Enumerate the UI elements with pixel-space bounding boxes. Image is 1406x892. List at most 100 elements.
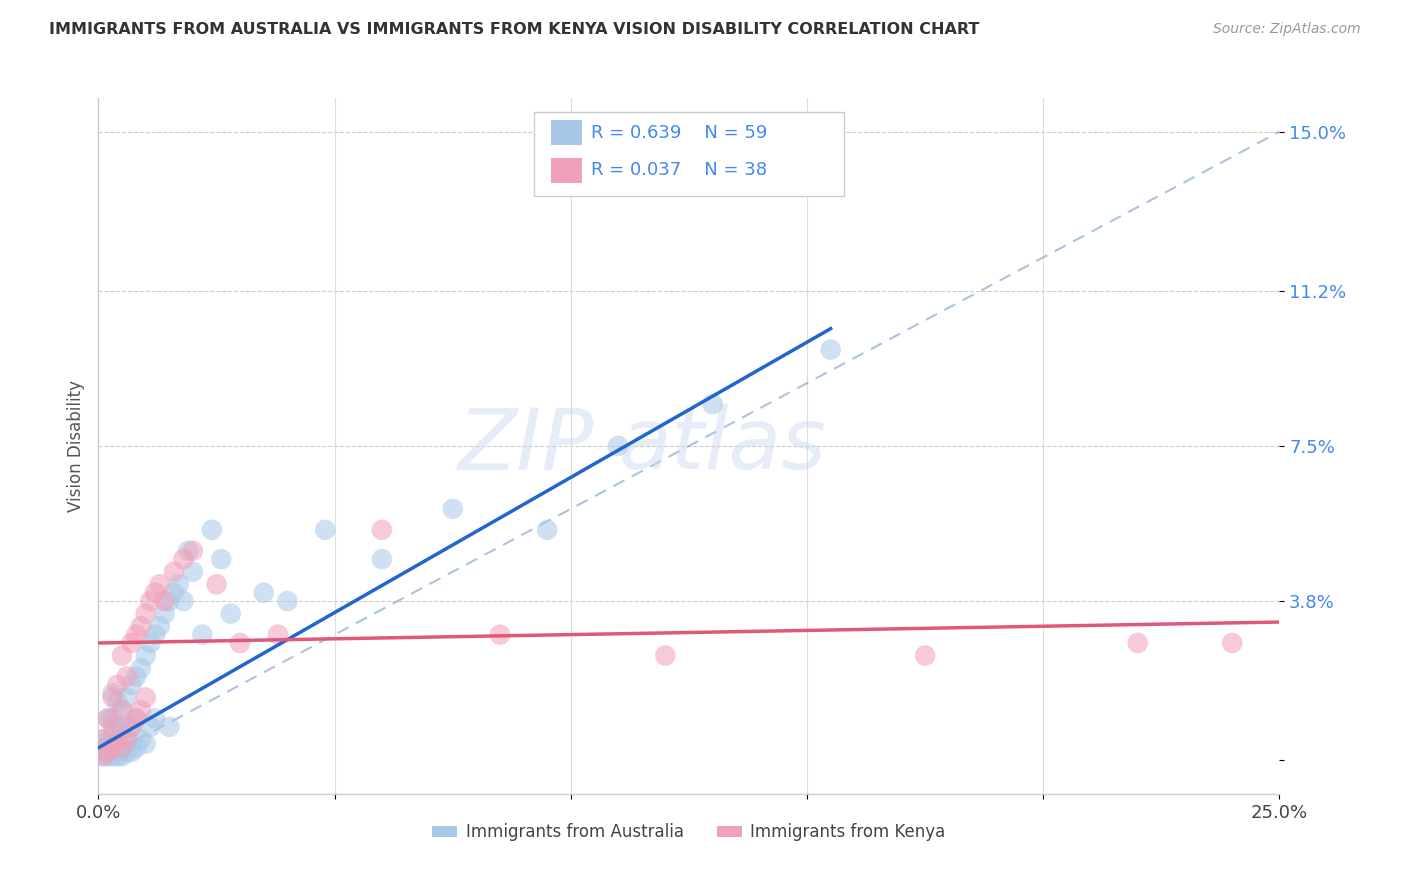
Point [101,728,124,742]
Point [1220,636,1243,650]
Point [91,740,114,755]
Point [91,732,114,747]
Point [229,636,252,650]
Point [607,439,630,453]
Point [105,749,128,764]
Point [101,686,124,700]
Text: R = 0.639    N = 59: R = 0.639 N = 59 [591,124,766,142]
Point [121,678,143,692]
Point [205,577,228,591]
Point [149,577,172,591]
Point [115,690,138,705]
Legend: Immigrants from Australia, Immigrants from Kenya: Immigrants from Australia, Immigrants fr… [426,817,952,848]
Point [441,501,464,516]
Point [115,732,138,747]
Point [115,732,138,747]
Point [97,711,120,725]
Point [219,607,242,621]
Point [97,737,120,751]
Point [253,585,276,599]
Point [135,690,157,705]
Point [181,565,204,579]
Point [125,711,148,725]
Point [167,577,190,591]
Point [157,594,180,608]
Point [105,720,128,734]
Point [267,627,290,641]
Point [489,627,512,641]
Point [111,749,134,764]
Point [105,737,128,751]
Point [177,543,200,558]
Point [121,720,143,734]
Text: Source: ZipAtlas.com: Source: ZipAtlas.com [1213,22,1361,37]
Point [181,543,204,558]
Point [139,720,162,734]
Point [157,720,180,734]
Point [371,552,394,566]
Point [276,594,298,608]
Point [139,594,162,608]
Point [97,749,120,764]
Point [536,523,558,537]
Point [121,720,143,734]
Point [101,711,124,725]
Text: atlas: atlas [619,404,827,488]
Text: R = 0.037    N = 38: R = 0.037 N = 38 [591,161,766,179]
Point [172,594,194,608]
Point [914,648,936,663]
Point [111,724,134,739]
Point [135,607,157,621]
Point [101,749,124,764]
Point [143,711,166,725]
Point [129,732,152,747]
Point [153,594,176,608]
Point [111,740,134,755]
Point [111,703,134,717]
Point [654,648,676,663]
Point [143,627,166,641]
Point [125,711,148,725]
Text: IMMIGRANTS FROM AUSTRALIA VS IMMIGRANTS FROM KENYA VISION DISABILITY CORRELATION: IMMIGRANTS FROM AUSTRALIA VS IMMIGRANTS … [49,22,980,37]
Point [149,619,172,633]
Point [125,669,148,683]
Point [163,565,186,579]
Point [101,740,124,755]
Point [97,711,120,725]
Text: ZIP: ZIP [458,404,595,488]
Point [314,523,336,537]
Point [201,523,224,537]
Point [115,669,138,683]
Point [129,703,152,717]
Point [143,585,166,599]
Point [191,627,214,641]
Point [121,745,143,759]
Point [135,737,157,751]
Point [111,648,134,663]
Point [115,745,138,759]
Point [1126,636,1149,650]
Y-axis label: Vision Disability: Vision Disability [66,380,84,512]
Point [135,648,157,663]
Point [111,740,134,755]
Point [91,749,114,764]
Point [105,678,128,692]
Point [172,552,194,566]
Point [163,585,186,599]
Point [125,627,148,641]
Point [111,703,134,717]
Point [209,552,232,566]
Point [97,745,120,759]
Point [702,397,724,411]
Point [125,740,148,755]
Point [121,636,143,650]
Point [105,732,128,747]
Point [105,695,128,709]
Point [101,740,124,755]
Point [371,523,394,537]
Point [129,661,152,675]
Point [91,749,114,764]
Point [820,343,842,357]
Point [101,690,124,705]
Point [97,745,120,759]
